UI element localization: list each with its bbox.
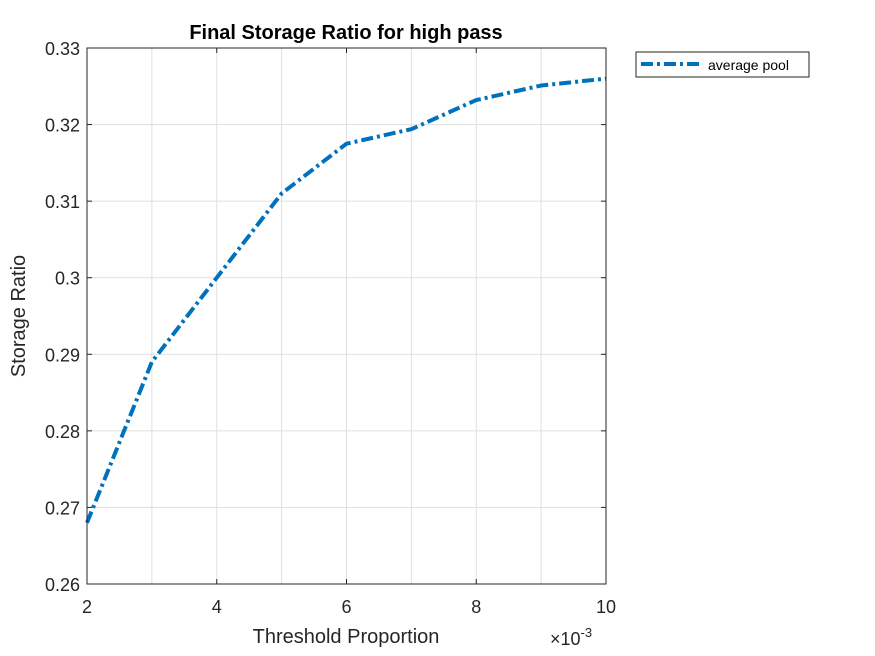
y-tick-label: 0.26 <box>45 575 80 595</box>
x-tick-label: 6 <box>341 597 351 617</box>
chart-title: Final Storage Ratio for high pass <box>189 22 502 44</box>
y-axis-label: Storage Ratio <box>8 255 30 377</box>
tick-labels: 2 4 6 8 10 0.26 0.27 0.28 0.29 0.3 0.31 0.32 0.33 <box>45 39 616 617</box>
y-tick-label: 0.33 <box>45 39 80 59</box>
y-tick-label: 0.32 <box>45 116 80 136</box>
y-tick-label: 0.27 <box>45 498 80 518</box>
x-axis-exponent-base: ×10 <box>550 629 581 649</box>
x-tick-label: 2 <box>82 597 92 617</box>
tick-marks <box>86 47 607 585</box>
legend: average pool <box>635 51 810 78</box>
y-tick-label: 0.28 <box>45 422 80 442</box>
x-tick-label: 10 <box>596 597 616 617</box>
x-tick-label: 4 <box>212 597 222 617</box>
x-tick-label: 8 <box>471 597 481 617</box>
grid-lines <box>87 48 606 584</box>
y-tick-label: 0.3 <box>55 269 80 289</box>
series-layer <box>85 76 607 524</box>
legend-label-average-pool: average pool <box>708 57 789 73</box>
x-axis-exponent: ×10-3 <box>550 625 592 649</box>
x-axis-exponent-power: -3 <box>581 625 593 640</box>
x-axis-label: Threshold Proportion <box>253 626 440 648</box>
y-tick-label: 0.31 <box>45 192 80 212</box>
y-tick-label: 0.29 <box>45 345 80 365</box>
